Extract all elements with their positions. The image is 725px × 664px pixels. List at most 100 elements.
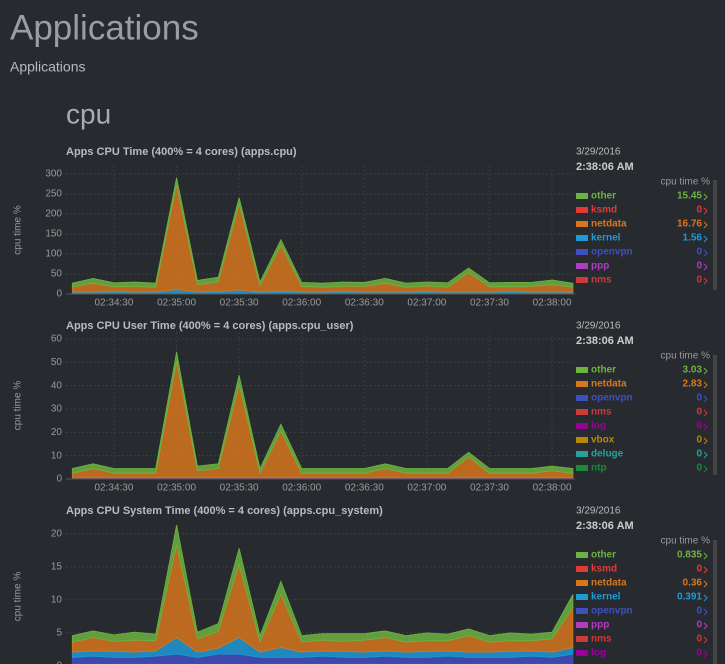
legend-swatch (576, 381, 588, 387)
y-tick-label: 15 (51, 561, 63, 572)
y-tick-label: 60 (51, 334, 63, 345)
legend-chevron (703, 622, 708, 630)
x-tick-label: 02:34:30 (95, 483, 134, 494)
legend-value: 0 (696, 393, 702, 404)
legend-name: other (591, 365, 616, 376)
y-tick-label: 100 (45, 249, 62, 260)
x-tick-label: 02:35:30 (220, 483, 259, 494)
chart-title: Apps CPU System Time (400% = 4 cores) (a… (66, 505, 383, 517)
area-series (71, 524, 574, 644)
legend-name: openvpn (591, 393, 633, 404)
y-tick-label: 40 (51, 380, 63, 391)
y-axis-label: cpu time % (13, 572, 24, 622)
legend-value: 0 (696, 275, 702, 286)
legend-value: 0 (696, 564, 702, 575)
legend-swatch (576, 622, 588, 628)
legend-chevron (703, 221, 708, 229)
legend-value: 0 (696, 620, 702, 631)
area-series (71, 351, 574, 475)
legend-name: nms (591, 275, 612, 286)
x-tick-label: 02:35:30 (220, 298, 259, 309)
legend-chevron (703, 367, 708, 375)
y-tick-label: 10 (51, 450, 63, 461)
legend-swatch (576, 235, 588, 241)
legend-swatch (576, 263, 588, 269)
x-tick-label: 02:38:00 (533, 298, 572, 309)
legend-chevron (703, 636, 708, 644)
x-tick-label: 02:36:00 (282, 483, 321, 494)
y-tick-label: 0 (56, 474, 62, 485)
legend-name: log (591, 648, 606, 659)
area-series (71, 177, 574, 288)
legend-value: 0.391 (677, 592, 702, 603)
y-tick-label: 30 (51, 404, 63, 415)
legend-value: 0.36 (683, 578, 703, 589)
legend-swatch (576, 608, 588, 614)
legend-chevron (703, 235, 708, 243)
legend-value: 1.56 (683, 233, 703, 244)
legend-swatch (576, 580, 588, 586)
legend-name: ppp (591, 620, 609, 631)
legend-title: cpu time % (661, 536, 711, 547)
x-tick-label: 02:38:00 (533, 483, 572, 494)
legend-chevron (703, 409, 708, 417)
legend-swatch (576, 249, 588, 255)
scrollbar[interactable] (713, 540, 717, 664)
legend-value: 0 (696, 261, 702, 272)
scrollbar[interactable] (713, 355, 717, 475)
legend-swatch (576, 566, 588, 572)
x-tick-label: 02:35:00 (157, 483, 196, 494)
x-tick-label: 02:35:00 (157, 298, 196, 309)
x-tick-label: 02:37:30 (470, 298, 509, 309)
legend-swatch (576, 650, 588, 656)
legend-value: 16.76 (677, 219, 702, 230)
legend-swatch (576, 193, 588, 199)
y-tick-label: 5 (56, 628, 62, 639)
legend-name: nms (591, 407, 612, 418)
legend-value: 0 (696, 634, 702, 645)
y-tick-label: 20 (51, 427, 63, 438)
legend-value: 0 (696, 205, 702, 216)
y-tick-label: 20 (51, 528, 63, 539)
legend-value: 0 (696, 421, 702, 432)
legend-value: 0 (696, 247, 702, 258)
y-axis-label: cpu time % (13, 381, 24, 431)
legend-chevron (703, 263, 708, 271)
legend-name: nms (591, 634, 612, 645)
legend-name: log (591, 421, 606, 432)
legend-name: openvpn (591, 247, 633, 258)
legend-swatch (576, 367, 588, 373)
legend-date: 3/29/2016 (576, 147, 621, 158)
chart-title: Apps CPU User Time (400% = 4 cores) (app… (66, 320, 354, 332)
legend-name: deluge (591, 449, 624, 460)
legend-name: ksmd (591, 205, 617, 216)
legend-chevron (703, 465, 708, 473)
legend-chevron (703, 207, 708, 215)
legend-chevron (703, 451, 708, 459)
legend-swatch (576, 277, 588, 283)
legend-chevron (703, 566, 708, 574)
y-tick-label: 150 (45, 229, 62, 240)
legend-name: ksmd (591, 564, 617, 575)
legend-name: openvpn (591, 606, 633, 617)
legend-chevron (703, 594, 708, 602)
x-tick-label: 02:37:00 (407, 483, 446, 494)
y-tick-label: 10 (51, 594, 63, 605)
legend-chevron (703, 423, 708, 431)
page-subtitle: Applications (10, 59, 86, 75)
legend-value: 0 (696, 606, 702, 617)
legend-swatch (576, 207, 588, 213)
scrollbar[interactable] (713, 180, 717, 290)
y-tick-label: 0 (56, 289, 62, 300)
legend-title: cpu time % (661, 177, 711, 188)
legend-name: other (591, 191, 616, 202)
legend-swatch (576, 552, 588, 558)
legend-value: 0 (696, 435, 702, 446)
legend-swatch (576, 451, 588, 457)
legend-swatch (576, 465, 588, 471)
legend-name: netdata (591, 379, 627, 390)
y-tick-label: 0 (56, 661, 62, 664)
x-tick-label: 02:36:30 (345, 298, 384, 309)
legend-value: 0 (696, 407, 702, 418)
